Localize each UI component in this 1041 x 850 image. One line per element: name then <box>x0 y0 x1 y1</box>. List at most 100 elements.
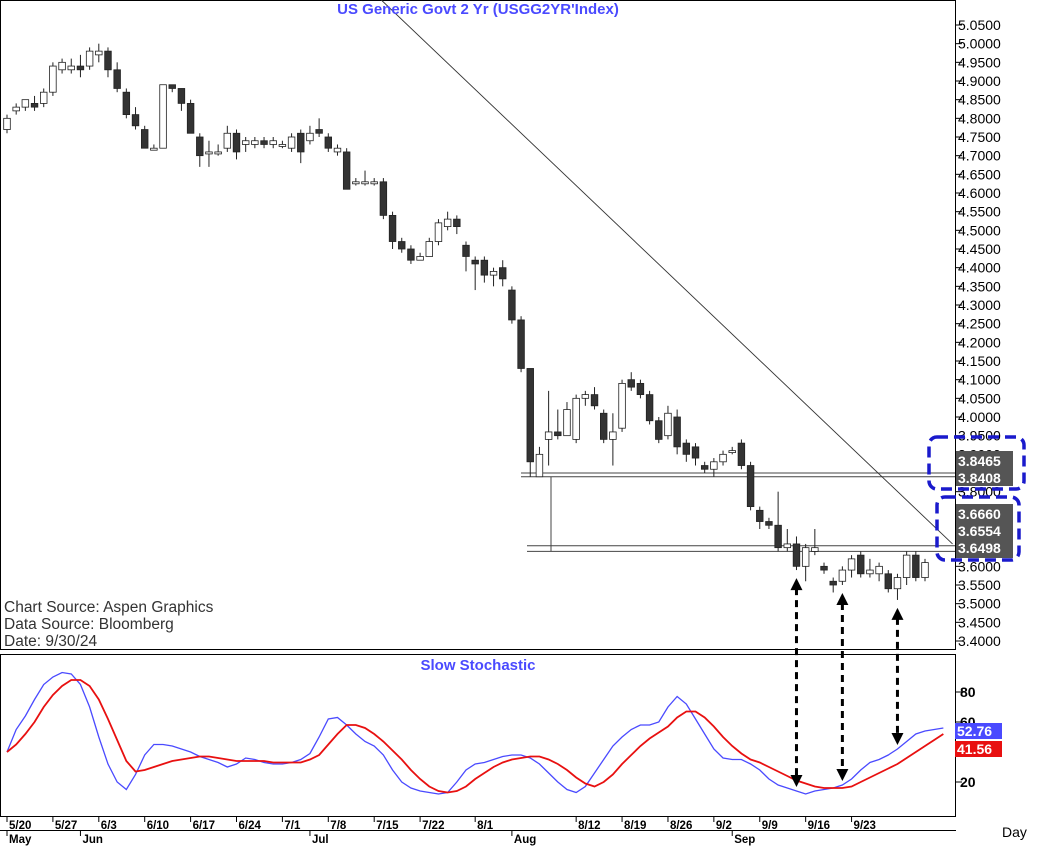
candle-body-up <box>223 132 232 149</box>
candle <box>315 118 323 137</box>
candle <box>480 256 489 283</box>
candle <box>232 129 241 160</box>
price-tick-label: 4.9000 <box>958 73 1001 89</box>
stoch-d-line <box>6 679 944 794</box>
week-label: 6/3 <box>101 820 117 832</box>
candle <box>159 84 167 149</box>
price-tick-label: 3.4000 <box>958 633 1001 649</box>
candle <box>921 558 929 582</box>
chart-source-block: Chart Source: Aspen Graphics Data Source… <box>4 599 214 650</box>
candle <box>792 536 801 571</box>
candle <box>875 562 883 582</box>
price-tick-label: 4.5500 <box>958 204 1001 220</box>
candle-body-up <box>150 147 158 151</box>
candle <box>544 390 553 466</box>
price-tick-label: 4.2500 <box>958 316 1001 332</box>
d-last-value: 41.56 <box>957 741 992 757</box>
candle-body-up <box>12 106 20 112</box>
week-label: 6/10 <box>147 820 169 832</box>
candle <box>700 461 709 473</box>
stochastic-last-value-labels: 52.76 41.56 <box>955 723 1002 757</box>
candle <box>655 417 663 444</box>
candle <box>618 379 626 432</box>
candle-body-up <box>269 140 277 145</box>
candle <box>893 573 902 600</box>
candle <box>554 409 562 440</box>
candle <box>801 543 810 582</box>
candle-body-up <box>3 117 11 130</box>
candle-body-up <box>58 61 66 71</box>
candle-body-up <box>67 65 75 71</box>
candle-body-down <box>829 580 837 586</box>
candle-body-up <box>838 569 847 582</box>
price-tick-label: 4.4500 <box>958 241 1001 257</box>
candle <box>590 387 599 410</box>
candle-body-down <box>379 181 388 216</box>
candle <box>140 125 149 149</box>
candle <box>691 443 700 466</box>
candle <box>600 409 608 444</box>
candle <box>407 245 415 264</box>
arrow-head-up <box>836 593 849 605</box>
candle-body-down <box>820 565 828 571</box>
candle <box>168 84 176 93</box>
price-chart-title: US Generic Govt 2 Yr (USGG2YR'Index) <box>337 1 619 18</box>
candle <box>49 62 57 96</box>
price-tick-label: 4.8000 <box>958 110 1001 126</box>
candle-body-down <box>554 431 562 437</box>
candle <box>664 405 672 440</box>
candle-body-down <box>122 91 131 115</box>
candle-body-down <box>324 136 332 149</box>
candle-body-down <box>480 259 489 276</box>
candle <box>765 517 773 529</box>
candle-body-down <box>342 151 351 190</box>
candles <box>3 43 929 600</box>
arrow-9-23 <box>891 607 904 745</box>
candle <box>636 379 645 399</box>
candle <box>251 137 259 149</box>
candle-body-down <box>526 368 534 463</box>
candle <box>3 114 11 134</box>
candle-body-up <box>847 558 856 571</box>
candle <box>847 555 856 578</box>
candle-body-down <box>517 319 525 369</box>
candle-body-down <box>140 129 149 149</box>
candle-body-down <box>462 244 470 257</box>
candle-body-up <box>443 218 452 227</box>
candle-body-up <box>425 241 433 257</box>
candle-body-down <box>912 554 920 578</box>
candle <box>223 125 232 152</box>
candle <box>388 211 397 249</box>
candle <box>241 137 250 152</box>
candle <box>517 316 525 373</box>
candle <box>67 58 75 74</box>
chart-source-line: Chart Source: Aspen Graphics <box>4 599 214 616</box>
stochastic-title: Slow Stochastic <box>420 657 535 674</box>
trendline-group <box>380 0 953 545</box>
candle-body-down <box>765 521 773 526</box>
value-box-3.6660: 3.6660 <box>958 506 1001 522</box>
week-label: 6/17 <box>193 820 215 832</box>
chart-frame <box>0 0 956 831</box>
candle <box>508 286 516 324</box>
month-label: Aug <box>514 834 536 846</box>
candle-body-up <box>811 547 819 552</box>
candle-body-down <box>737 442 746 466</box>
k-last-value-bg <box>955 723 1002 739</box>
price-tick-label: 4.5000 <box>958 222 1001 238</box>
week-label: 9/16 <box>808 820 830 832</box>
arrow-9-16 <box>836 593 849 781</box>
candle <box>811 529 819 556</box>
candle <box>205 140 213 167</box>
candle <box>95 43 103 63</box>
candle <box>260 137 268 149</box>
candle-body-down <box>600 412 608 440</box>
candle <box>30 95 39 111</box>
candle-body-down <box>315 129 323 134</box>
candle <box>783 529 791 552</box>
candle <box>40 88 48 108</box>
candle-body-down <box>756 509 764 522</box>
candle-body-down <box>453 218 461 227</box>
value-boxes-lower: 3.6660 3.6554 3.6498 <box>935 495 1021 562</box>
